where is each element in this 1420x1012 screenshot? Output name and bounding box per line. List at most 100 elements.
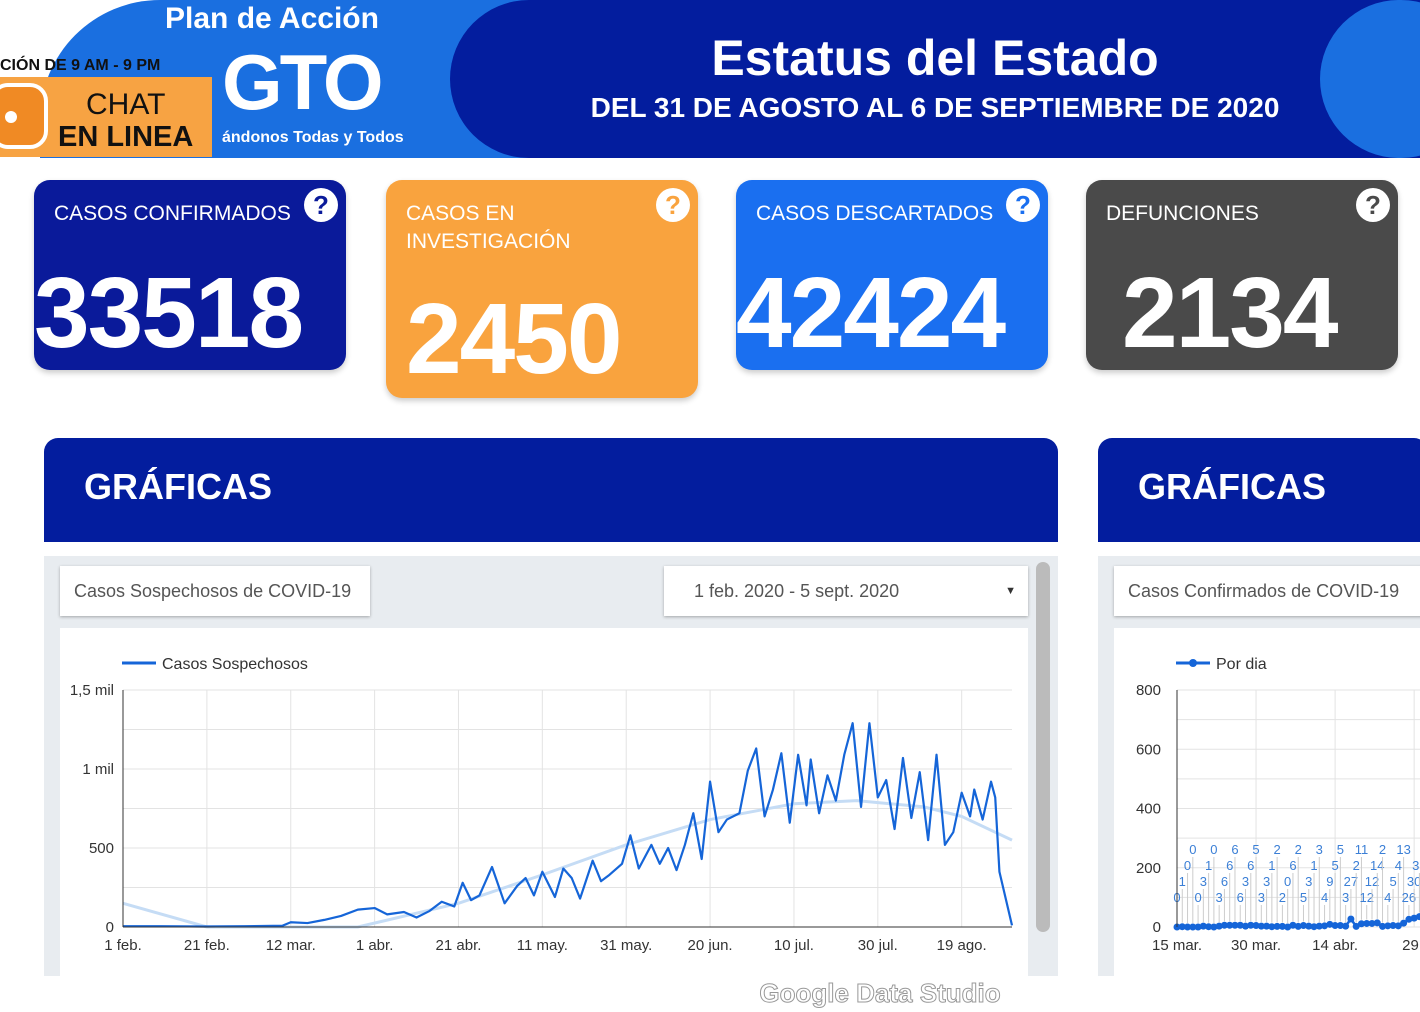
data-label: 2: [1353, 858, 1360, 873]
legend-marker: [1189, 659, 1197, 667]
data-label: 35: [1412, 858, 1420, 873]
help-icon[interactable]: ?: [1356, 188, 1390, 222]
data-point: [1326, 920, 1334, 928]
data-point: [1231, 921, 1239, 929]
data-label: 6: [1231, 842, 1238, 857]
data-label: 14: [1370, 858, 1384, 873]
help-icon[interactable]: ?: [304, 188, 338, 222]
data-point: [1210, 923, 1218, 931]
watermark: Google Data Studio: [759, 978, 1000, 1008]
dropdown-arrow-icon: ▼: [1005, 585, 1016, 597]
page-title: Estatus del Estado: [711, 30, 1159, 86]
gto-logo: GTO: [222, 38, 384, 126]
section-header-right: GRÁFICAS: [1098, 438, 1420, 542]
data-label: 2: [1295, 842, 1302, 857]
data-point: [1257, 922, 1265, 930]
data-label: 4: [1321, 890, 1328, 905]
data-label: 1: [1179, 874, 1186, 889]
y-tick-label: 400: [1136, 801, 1161, 818]
section-title: GRÁFICAS: [1138, 466, 1326, 507]
confirmed-cases-selector[interactable]: Casos Confirmados de COVID-19: [1114, 566, 1420, 616]
section-header-left: GRÁFICAS: [44, 438, 1058, 542]
data-point: [1236, 921, 1244, 929]
y-tick-label: 0: [106, 919, 114, 936]
data-label: 9: [1326, 874, 1333, 889]
x-tick-label: 30 jul.: [858, 937, 898, 954]
data-point: [1352, 922, 1360, 930]
data-point: [1226, 921, 1234, 929]
section-title: GRÁFICAS: [84, 466, 272, 507]
data-point: [1394, 922, 1402, 930]
data-label: 13: [1396, 842, 1410, 857]
data-label: 6: [1237, 890, 1244, 905]
data-label: 2: [1274, 842, 1281, 857]
x-tick-label: 10 jul.: [774, 937, 814, 954]
x-tick-label: 14 abr.: [1312, 937, 1358, 954]
data-label: 2: [1379, 842, 1386, 857]
banner-right: [450, 0, 1420, 158]
data-label: 6: [1247, 858, 1254, 873]
suspected-cases-selector[interactable]: Casos Sospechosos de COVID-19: [60, 566, 370, 616]
data-point: [1363, 919, 1371, 927]
x-tick-label: 15 mar.: [1152, 937, 1202, 954]
x-tick-label: 11 may.: [517, 937, 568, 954]
date-range-value: 1 feb. 2020 - 5 sept. 2020: [694, 581, 900, 601]
data-point: [1278, 922, 1286, 930]
data-label: 0: [1184, 858, 1191, 873]
data-point: [1252, 922, 1260, 930]
chart-panel-right: Casos Confirmados de COVID-19: [1098, 556, 1420, 976]
data-point: [1220, 921, 1228, 929]
data-point: [1184, 923, 1192, 931]
data-point: [1410, 914, 1418, 922]
x-tick-label: 1 feb.: [104, 937, 142, 954]
data-label: 27: [1344, 874, 1358, 889]
data-label: 12: [1359, 890, 1373, 905]
data-label: 0: [1284, 874, 1291, 889]
x-tick-label: 30 mar.: [1231, 937, 1281, 954]
data-point: [1321, 922, 1329, 930]
data-point: [1315, 922, 1323, 930]
data-point: [1310, 923, 1318, 931]
data-label: 4: [1384, 890, 1391, 905]
x-tick-label: 31 may.: [600, 937, 652, 954]
legend-label: Por dia: [1216, 656, 1267, 673]
data-point: [1405, 915, 1413, 923]
x-tick-label: 12 mar.: [266, 937, 316, 954]
y-tick-label: 800: [1136, 682, 1161, 699]
data-label: 11: [1355, 842, 1369, 857]
scrollbar[interactable]: [1036, 562, 1050, 932]
data-label: 3: [1263, 874, 1270, 889]
x-tick-label: 20 jun.: [688, 937, 733, 954]
data-label: 5: [1389, 874, 1396, 889]
help-icon[interactable]: ?: [1006, 188, 1040, 222]
data-label: 5: [1252, 842, 1259, 857]
x-tick-label: 1 abr.: [356, 937, 394, 954]
data-label: 3: [1342, 890, 1349, 905]
x-tick-label: 29 a: [1402, 937, 1420, 954]
data-point: [1379, 922, 1387, 930]
data-label: 6: [1289, 858, 1296, 873]
data-point: [1263, 922, 1271, 930]
data-label: 3: [1316, 842, 1323, 857]
trend-line: [122, 799, 1013, 929]
data-point: [1294, 922, 1302, 930]
help-icon[interactable]: ?: [656, 188, 690, 222]
data-point: [1194, 923, 1202, 931]
data-point: [1342, 922, 1350, 930]
y-tick-label: 200: [1136, 860, 1161, 877]
data-label: 1: [1268, 858, 1275, 873]
data-label: 5: [1300, 890, 1307, 905]
chat-button[interactable]: CHAT EN LINEA: [0, 77, 212, 157]
data-point: [1373, 919, 1381, 927]
data-point: [1189, 923, 1197, 931]
data-point: [1336, 922, 1344, 930]
date-range-picker[interactable]: 1 feb. 2020 - 5 sept. 2020 ▼: [664, 566, 1028, 616]
data-label: 3: [1216, 890, 1223, 905]
data-label: 3: [1242, 874, 1249, 889]
data-point: [1357, 920, 1365, 928]
data-point: [1389, 922, 1397, 930]
plan-title: Plan de Acción: [165, 2, 379, 35]
legend-label: Casos Sospechosos: [162, 656, 308, 673]
data-label: 0: [1194, 890, 1201, 905]
card-value: 42424: [736, 257, 1006, 369]
